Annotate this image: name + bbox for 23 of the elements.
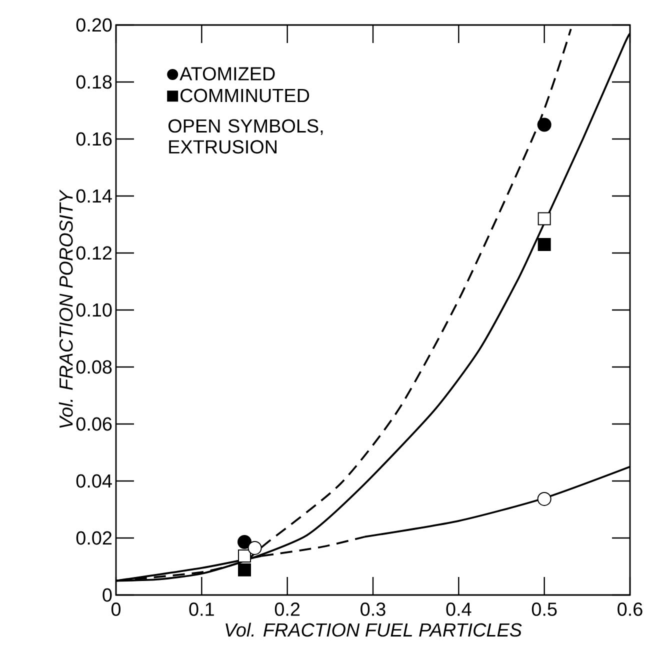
y-tick-label: 0.14: [76, 189, 112, 203]
x-tick-label: 0.4: [446, 602, 472, 616]
x-tick-label: 0.3: [360, 602, 386, 616]
y-tick-label: 0: [102, 588, 112, 602]
y-tick-label: 0.20: [76, 18, 112, 32]
legend-label: COMMINUTED: [180, 88, 310, 102]
y-tick-label: 0.08: [76, 360, 112, 374]
y-axis-title: Vol. FRACTION POROSITY: [58, 189, 73, 428]
y-tick-label: 0.06: [76, 417, 112, 431]
x-tick-label: 0.1: [189, 602, 214, 616]
x-tick-label: 0.6: [618, 602, 642, 616]
y-tick-label: 0.16: [76, 132, 112, 146]
y-tick-label: 0.04: [76, 474, 112, 488]
y-tick-label: 0.18: [76, 75, 112, 89]
x-tick-label: 0.2: [274, 602, 300, 616]
annotation: OPEN SYMBOLS, EXTRUSION: [168, 119, 323, 154]
y-tick-label: 0.02: [76, 531, 112, 545]
x-tick-label: 0: [111, 602, 121, 616]
y-tick-label: 0.12: [76, 246, 112, 260]
x-tick-label: 0.5: [532, 602, 557, 616]
x-axis-title: Vol. FRACTION FUEL PARTICLES: [226, 622, 522, 637]
legend-label: ATOMIZED: [180, 67, 275, 80]
y-tick-label: 0.10: [76, 303, 112, 317]
